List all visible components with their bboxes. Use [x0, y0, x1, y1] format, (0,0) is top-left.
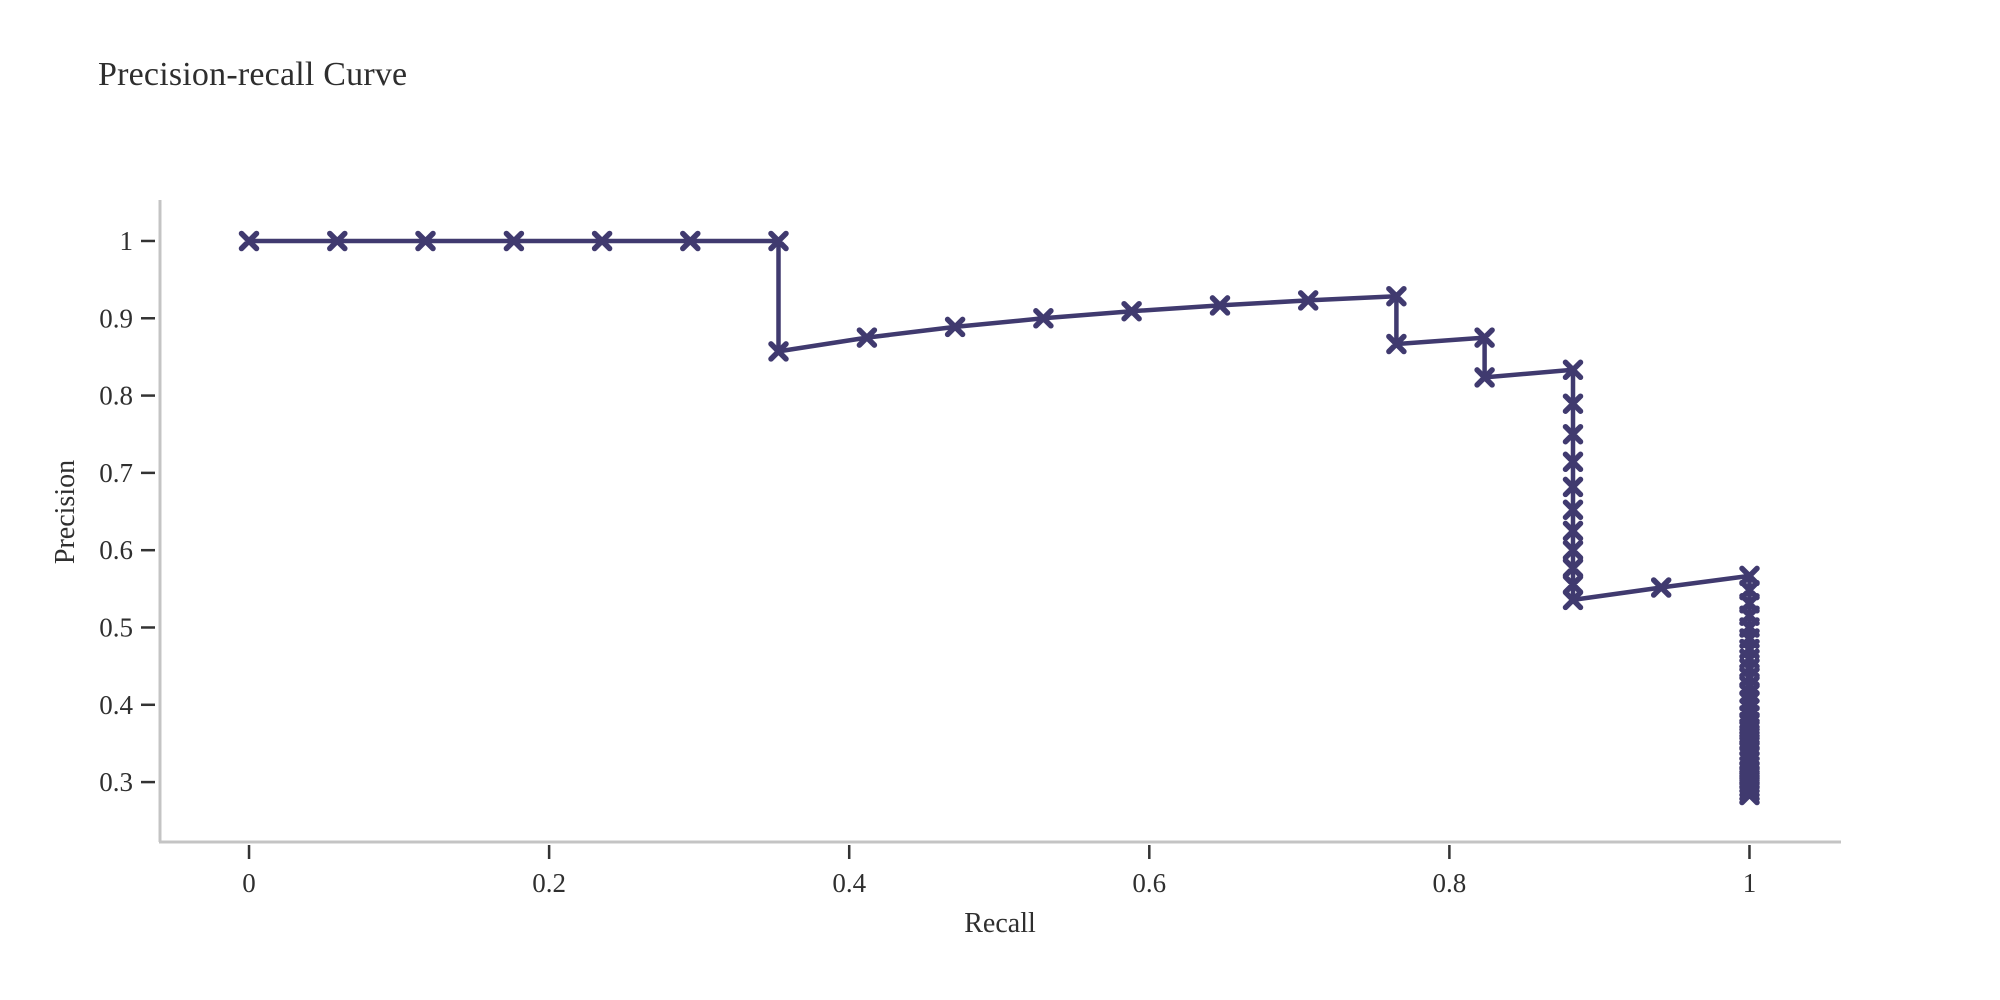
x-tick-label: 0.2 — [532, 868, 566, 898]
y-tick-label: 0.6 — [99, 535, 133, 565]
x-tick-label: 1 — [1743, 868, 1757, 898]
x-axis-ticks: 0 0.2 0.4 0.6 0.8 1 — [242, 845, 1756, 898]
y-tick-label: 0.3 — [99, 767, 133, 797]
x-tick-label: 0 — [242, 868, 256, 898]
pr-curve-line — [246, 238, 1752, 798]
x-tick-label: 0.8 — [1433, 868, 1467, 898]
x-tick-label: 0.6 — [1132, 868, 1166, 898]
y-tick-label: 0.4 — [99, 690, 133, 720]
axes — [158, 200, 1841, 844]
y-tick-label: 0.7 — [99, 458, 133, 488]
y-tick-label: 0.9 — [99, 303, 133, 333]
y-axis-ticks: 0.3 0.4 0.5 0.6 0.7 0.8 0.9 1 — [99, 226, 155, 797]
y-tick-label: 0.5 — [99, 612, 133, 642]
x-tick-label: 0.4 — [832, 868, 866, 898]
y-tick-label: 0.8 — [99, 381, 133, 411]
x-axis-title: Recall — [964, 908, 1036, 939]
pr-curve-markers — [238, 230, 1760, 806]
y-tick-label: 1 — [120, 226, 134, 256]
chart-title: Precision-recall Curve — [98, 56, 408, 93]
